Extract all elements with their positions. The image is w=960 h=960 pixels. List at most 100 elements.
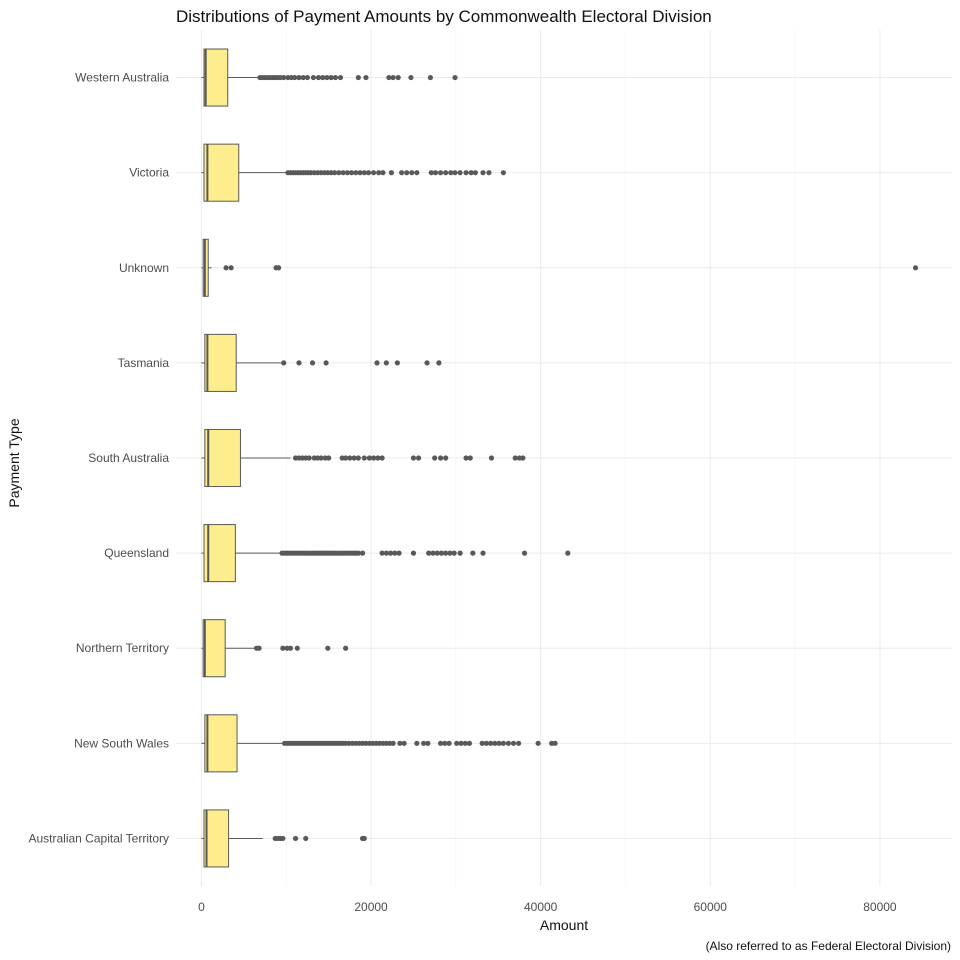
outlier-point — [223, 265, 229, 271]
outlier-point — [315, 74, 322, 81]
outlier-point — [443, 455, 449, 461]
outlier-point — [535, 740, 541, 746]
outlier-point — [424, 360, 430, 366]
outlier-point — [447, 550, 453, 556]
outlier-point — [276, 265, 282, 271]
outlier-point — [376, 170, 382, 176]
outlier-point — [355, 455, 361, 461]
outlier-point — [458, 740, 464, 746]
outlier-point — [486, 170, 492, 176]
outlier-point — [323, 360, 329, 366]
iqr-box — [203, 809, 230, 868]
outlier-point — [347, 455, 353, 461]
outlier-point — [408, 74, 414, 81]
outlier-point — [306, 455, 312, 461]
outlier-point — [280, 645, 286, 651]
outlier-point — [371, 170, 377, 176]
outlier-point — [383, 360, 389, 366]
outlier-point — [309, 360, 316, 366]
outlier-point — [438, 170, 444, 176]
outlier-point — [510, 740, 517, 746]
outlier-point — [324, 74, 330, 81]
outlier-point — [421, 740, 427, 746]
outlier-point — [392, 550, 398, 556]
outlier-point — [451, 550, 457, 556]
outlier-point — [343, 645, 349, 651]
outlier-point — [394, 360, 400, 366]
iqr-box — [203, 143, 240, 202]
x-tick-label: 20000 — [354, 900, 388, 914]
outlier-point — [480, 170, 486, 176]
box-victoria — [201, 143, 506, 202]
outlier-point — [332, 74, 339, 81]
outlier-point — [438, 455, 444, 461]
box-new-south-wales — [201, 714, 558, 773]
outlier-point — [296, 74, 302, 81]
outlier-point — [432, 455, 438, 461]
outlier-point — [483, 740, 489, 746]
outlier-point — [404, 170, 410, 176]
x-tick-label: 80000 — [863, 900, 897, 914]
chart-title: Distributions of Payment Amounts by Comm… — [176, 7, 712, 26]
box-western-australia — [201, 48, 458, 107]
y-category-label: Western Australia — [75, 71, 169, 85]
outlier-point — [516, 740, 522, 746]
outlier-point — [398, 170, 405, 176]
outlier-point — [410, 455, 417, 461]
outlier-point — [466, 740, 473, 746]
outlier-point — [386, 74, 392, 81]
outlier-point — [361, 835, 367, 842]
outlier-point — [430, 550, 436, 556]
outlier-point — [303, 835, 309, 842]
outlier-point — [396, 550, 402, 556]
outlier-point — [496, 740, 502, 746]
outlier-point — [452, 74, 458, 81]
outlier-point — [488, 455, 495, 461]
outlier-point — [410, 550, 417, 556]
outlier-point — [500, 740, 506, 746]
outlier-point — [357, 170, 363, 176]
outlier-point — [366, 455, 372, 461]
outlier-point — [438, 740, 444, 746]
outlier-point — [336, 170, 342, 176]
box-queensland — [201, 524, 571, 583]
outlier-point — [355, 550, 361, 556]
outlier-point — [434, 550, 440, 556]
outlier-point — [365, 170, 372, 176]
x-tick-label: 60000 — [694, 900, 728, 914]
outlier-point — [500, 170, 506, 176]
outlier-point — [300, 74, 306, 81]
outlier-point — [348, 170, 355, 176]
outlier-point — [454, 740, 460, 746]
y-category-label: Tasmania — [118, 356, 170, 370]
y-category-label: Queensland — [104, 546, 169, 560]
box-australian-capital-territory — [201, 809, 367, 868]
outlier-point — [256, 645, 262, 651]
outlier-point — [470, 550, 476, 556]
x-tick-label: 40000 — [524, 900, 558, 914]
outlier-point — [446, 740, 452, 746]
outlier-point — [343, 455, 349, 461]
box-tasmania — [201, 333, 442, 392]
outlier-point — [390, 740, 396, 746]
outlier-point — [457, 170, 463, 176]
y-category-label: Northern Territory — [76, 641, 169, 655]
grid-layer — [176, 30, 952, 886]
outlier-point — [457, 550, 463, 556]
outlier-point — [467, 455, 473, 461]
outlier-point — [383, 550, 389, 556]
outlier-point — [505, 740, 512, 746]
outlier-point — [359, 550, 366, 556]
outlier-point — [442, 740, 448, 746]
outlier-point — [448, 170, 454, 176]
outlier-point — [512, 455, 518, 461]
outlier-point — [397, 740, 403, 746]
outlier-point — [287, 645, 294, 651]
outlier-point — [425, 740, 431, 746]
box-south-australia — [201, 428, 526, 488]
outlier-point — [344, 170, 350, 176]
label-layer: 0 20000 40000 60000 80000 Western Australia Vi… — [28, 71, 896, 914]
outlier-point — [463, 455, 469, 461]
outlier-point — [387, 550, 394, 556]
